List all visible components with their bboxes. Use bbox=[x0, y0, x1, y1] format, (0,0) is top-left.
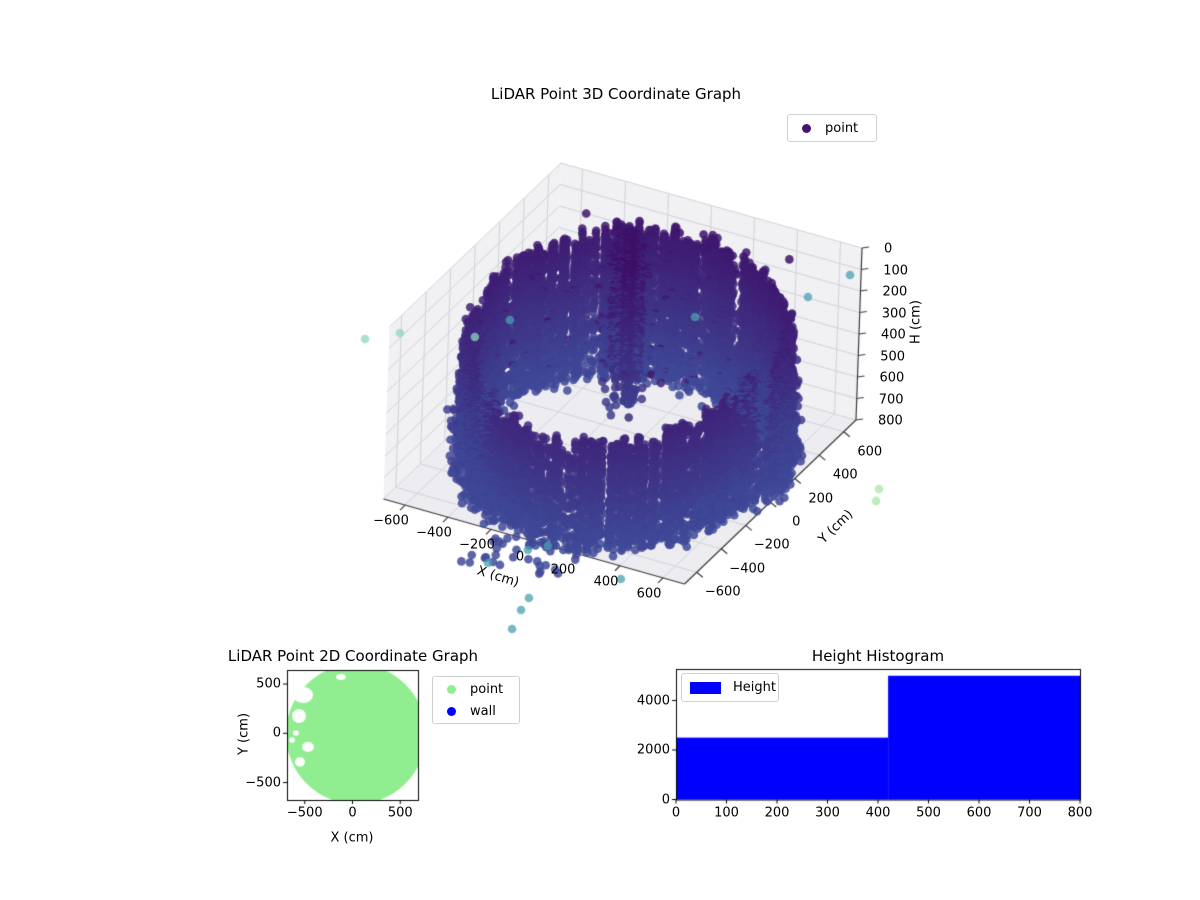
legend-label: point bbox=[470, 681, 504, 697]
point-marker-icon bbox=[447, 684, 456, 694]
legend-label: point bbox=[825, 120, 859, 136]
tick-label: 0 bbox=[272, 725, 281, 741]
legend-entry-point3d: point bbox=[788, 117, 876, 139]
legend-entry-height: Height bbox=[682, 677, 778, 699]
tick-label: 0 bbox=[348, 805, 357, 821]
tick-label: 400 bbox=[832, 467, 858, 483]
tick-label: 100 bbox=[714, 805, 739, 820]
tick-label: −400 bbox=[416, 525, 452, 541]
tick-label: 700 bbox=[878, 392, 904, 408]
tick-label: 200 bbox=[808, 491, 834, 507]
tick-label: −600 bbox=[704, 584, 741, 600]
tick-label: −200 bbox=[459, 537, 495, 553]
point-marker-icon bbox=[802, 123, 811, 133]
tick-label: 400 bbox=[881, 327, 906, 343]
tick-label: 600 bbox=[636, 586, 662, 602]
tick-label: 800 bbox=[878, 413, 903, 429]
height-patch-icon bbox=[690, 681, 721, 694]
tick-label: 0 bbox=[792, 514, 801, 530]
tick-label: −500 bbox=[245, 775, 281, 791]
legend-label: Height bbox=[733, 680, 776, 695]
plot2d-legend: point wall bbox=[432, 676, 520, 724]
tick-label: 400 bbox=[865, 805, 891, 820]
tick-label: 0 bbox=[671, 805, 681, 820]
tick-label: 800 bbox=[1067, 805, 1093, 820]
tick-label: 500 bbox=[256, 676, 281, 692]
tick-label: 4000 bbox=[636, 693, 670, 708]
tick-label: −200 bbox=[753, 537, 790, 553]
legend-entry-point2d: point bbox=[433, 678, 519, 700]
tick-label: 0 bbox=[515, 549, 525, 565]
legend-label: wall bbox=[470, 703, 496, 719]
tick-label: 400 bbox=[593, 574, 619, 590]
tick-label: 500 bbox=[387, 805, 413, 821]
tick-label: −400 bbox=[729, 561, 766, 577]
tick-label: 300 bbox=[815, 805, 840, 820]
plot3d-zlabel: H (cm) bbox=[908, 300, 924, 344]
tick-label: 0 bbox=[884, 241, 893, 257]
tick-label: 200 bbox=[764, 805, 790, 820]
plot2d-xlabel: X (cm) bbox=[330, 830, 374, 846]
histogram-legend: Height bbox=[681, 673, 779, 702]
tick-label: 0 bbox=[661, 792, 670, 807]
plot3d-legend: point bbox=[787, 114, 877, 142]
plot2d-ylabel: Y (cm) bbox=[236, 712, 252, 756]
wall-marker-icon bbox=[447, 706, 456, 716]
plot3d-title: LiDAR Point 3D Coordinate Graph bbox=[490, 85, 742, 103]
tick-label: 600 bbox=[857, 444, 883, 460]
tick-label: 500 bbox=[916, 805, 941, 820]
tick-label: 600 bbox=[966, 805, 992, 820]
tick-label: 300 bbox=[881, 306, 907, 322]
tick-label: 200 bbox=[550, 562, 576, 578]
tick-label: −600 bbox=[373, 513, 409, 529]
tick-label: 100 bbox=[883, 263, 909, 279]
tick-label: −500 bbox=[286, 805, 323, 821]
tick-label: 700 bbox=[1017, 805, 1042, 820]
plot2d-title: LiDAR Point 2D Coordinate Graph bbox=[227, 647, 479, 665]
tick-label: 600 bbox=[879, 370, 905, 386]
legend-entry-wall: wall bbox=[433, 700, 519, 722]
tick-label: 500 bbox=[880, 349, 906, 365]
tick-label: 2000 bbox=[636, 742, 670, 758]
tick-label: 200 bbox=[882, 284, 908, 300]
histogram-title: Height Histogram bbox=[811, 647, 945, 665]
